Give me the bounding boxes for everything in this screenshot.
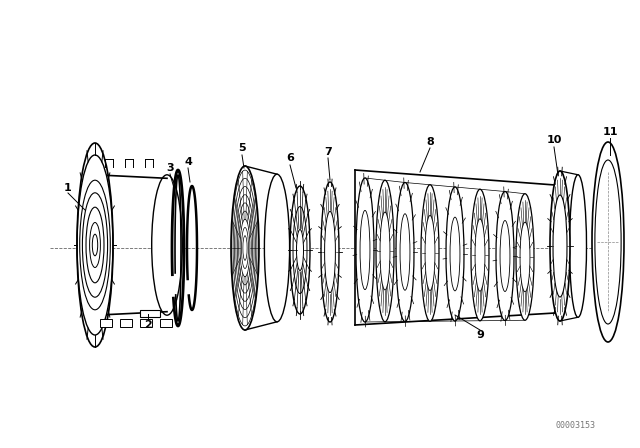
FancyBboxPatch shape xyxy=(100,319,112,327)
FancyBboxPatch shape xyxy=(160,319,172,327)
Ellipse shape xyxy=(321,182,339,322)
Text: 2: 2 xyxy=(144,320,152,330)
Text: 6: 6 xyxy=(286,153,294,163)
Ellipse shape xyxy=(86,207,104,283)
Text: 8: 8 xyxy=(426,137,434,147)
Ellipse shape xyxy=(446,187,464,321)
Text: 11: 11 xyxy=(602,127,618,137)
Text: 5: 5 xyxy=(238,143,246,153)
Ellipse shape xyxy=(152,175,182,315)
Ellipse shape xyxy=(90,223,100,267)
Ellipse shape xyxy=(516,194,534,320)
Ellipse shape xyxy=(264,174,290,322)
Ellipse shape xyxy=(231,166,259,330)
Ellipse shape xyxy=(356,178,374,322)
Ellipse shape xyxy=(553,195,567,297)
Ellipse shape xyxy=(77,155,113,335)
Ellipse shape xyxy=(570,175,586,317)
Ellipse shape xyxy=(595,160,621,324)
Ellipse shape xyxy=(376,180,394,322)
Ellipse shape xyxy=(500,220,510,292)
Ellipse shape xyxy=(293,207,307,293)
Text: 3: 3 xyxy=(166,163,174,173)
Ellipse shape xyxy=(324,211,335,293)
Ellipse shape xyxy=(80,180,110,310)
Ellipse shape xyxy=(296,229,303,271)
Ellipse shape xyxy=(425,215,435,291)
Text: 4: 4 xyxy=(184,157,192,167)
Ellipse shape xyxy=(83,193,108,297)
Ellipse shape xyxy=(592,142,624,342)
Text: 10: 10 xyxy=(547,135,562,145)
Text: 7: 7 xyxy=(324,147,332,157)
Bar xyxy=(140,310,160,317)
FancyBboxPatch shape xyxy=(120,319,132,327)
Ellipse shape xyxy=(496,191,514,320)
Ellipse shape xyxy=(520,222,530,292)
Ellipse shape xyxy=(550,171,570,321)
Ellipse shape xyxy=(450,217,460,291)
Ellipse shape xyxy=(396,182,414,322)
Text: 9: 9 xyxy=(476,330,484,340)
Text: 1: 1 xyxy=(64,183,72,193)
Ellipse shape xyxy=(360,211,370,289)
FancyBboxPatch shape xyxy=(140,319,152,327)
Ellipse shape xyxy=(471,189,489,321)
Ellipse shape xyxy=(475,219,485,291)
Ellipse shape xyxy=(290,186,310,314)
Ellipse shape xyxy=(92,234,98,256)
Text: 00003153: 00003153 xyxy=(555,421,595,430)
Ellipse shape xyxy=(400,214,410,290)
Ellipse shape xyxy=(380,212,390,290)
Ellipse shape xyxy=(421,185,439,321)
